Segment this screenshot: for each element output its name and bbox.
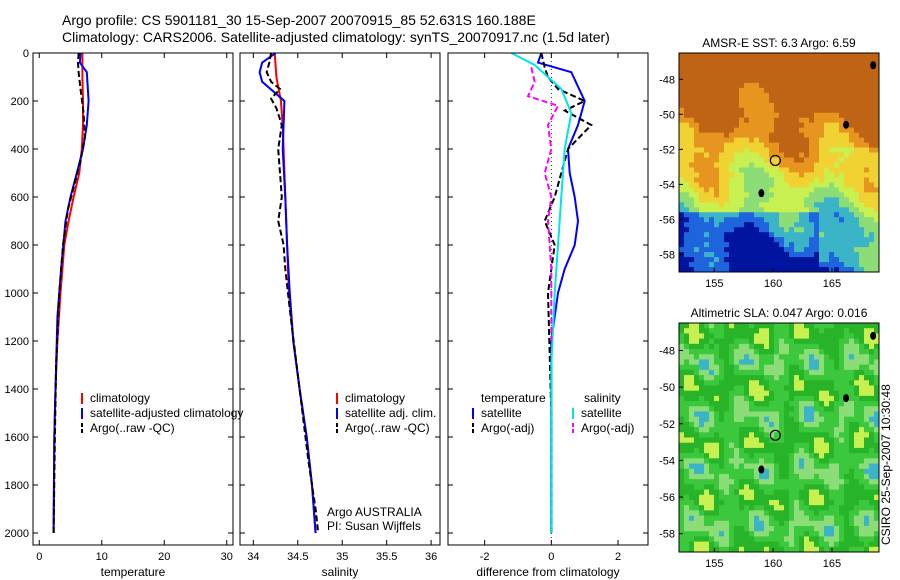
difference-xtick-label: -2 <box>480 551 490 563</box>
difference-series-0-line <box>536 53 586 533</box>
sst-map-axes-frame <box>678 52 880 273</box>
temperature-series <box>52 53 90 534</box>
difference-series <box>510 53 593 545</box>
depth-tick-label: 200 <box>11 96 29 108</box>
salinity-panel: 34 34.5 35 35.5 36 salinity climatologysatelli… <box>239 52 441 579</box>
difference-panel: -2 0 2 difference from climatology temperatu… <box>447 52 649 579</box>
sst-map-heatmap <box>679 53 880 273</box>
island-mark <box>758 189 765 198</box>
credit-annotation: PI: Susan Wijffels <box>327 519 421 533</box>
depth-tick-label: 1600 <box>5 432 29 444</box>
sla-map-ytick-label: -50 <box>659 382 675 394</box>
island-mark <box>843 394 850 403</box>
sst-map-xtick-label: 160 <box>764 278 782 290</box>
sla-map-ytick-label: -58 <box>659 529 675 541</box>
salinity-xtick-label: 36 <box>425 551 437 563</box>
sst-map-argo-marker <box>769 154 781 167</box>
temperature-series-2-line <box>52 53 86 534</box>
sst-map-ytick-label: -50 <box>659 109 675 121</box>
diff-legend-group-salinity: salinity <box>584 391 621 405</box>
depth-tick-label: 1000 <box>5 288 29 300</box>
depth-tick-label: 400 <box>11 144 29 156</box>
depth-tick-label: 0 <box>23 48 29 60</box>
salinity-legend-label: climatology <box>345 391 405 405</box>
sla-map-heatmap <box>679 323 880 553</box>
sst-map-panel: AMSR-E SST: 6.3 Argo: 6.59 155 160 165 -48 -5… <box>659 36 880 290</box>
island-mark <box>870 331 877 340</box>
sla-map-ytick-label: -48 <box>659 345 675 357</box>
island-mark <box>870 61 877 70</box>
sla-map-axes-frame <box>678 322 880 553</box>
diff-legend-label: Argo(-adj) <box>481 421 534 435</box>
sla-map-xtick-label: 165 <box>823 558 841 570</box>
depth-tick-label: 2000 <box>5 528 29 540</box>
temperature-xlabel: temperature <box>101 565 166 579</box>
temperature-panel: 0 10 20 30 0 200 400 600 800 1000 1200 1400 1600 1800… <box>5 48 244 579</box>
temperature-series-0-line <box>52 53 84 534</box>
salinity-axes-frame <box>239 52 441 546</box>
credit-annotation: Argo AUSTRALIA <box>327 505 422 519</box>
salinity-legend-label: Argo(..raw -QC) <box>345 421 430 435</box>
salinity-xtick-label: 34.5 <box>287 551 308 563</box>
difference-series-3-line <box>526 67 560 341</box>
salinity-xtick-label: 34 <box>247 551 259 563</box>
salinity-xlabel: salinity <box>322 565 359 579</box>
temperature-xtick-label: 0 <box>36 551 42 563</box>
sla-map-panel: Altimetric SLA: 0.047 Argo: 0.016 155 160 1… <box>659 306 880 570</box>
plot-layer: 0 10 20 30020040060080010001200140016001800… <box>5 36 880 579</box>
temperature-axes-frame <box>32 52 234 546</box>
sla-map-argo-marker <box>769 429 781 441</box>
salinity-xtick-label: 35.5 <box>376 551 397 563</box>
diff-legend-label: Argo(-adj) <box>581 421 634 435</box>
difference-axes-frame <box>447 52 649 546</box>
sla-map-ytick-label: -54 <box>659 455 675 467</box>
difference-xlabel: difference from climatology <box>476 565 619 579</box>
figure-title-line1: Argo profile: CS 5901181_30 15-Sep-2007 … <box>62 12 536 28</box>
sst-map-ytick-label: -52 <box>659 144 675 156</box>
temperature-xtick-label: 10 <box>96 551 108 563</box>
depth-tick-label: 1400 <box>5 384 29 396</box>
sla-map-title: Altimetric SLA: 0.047 Argo: 0.016 <box>691 306 868 320</box>
salinity-series <box>258 53 320 534</box>
difference-xtick-label: 2 <box>615 551 621 563</box>
sla-map-xtick-label: 160 <box>764 558 782 570</box>
island-mark <box>758 465 765 474</box>
depth-tick-label: 800 <box>11 240 29 252</box>
temperature-legend-label: satellite-adjusted climatology <box>90 406 243 420</box>
sla-map-xtick-label: 155 <box>705 558 723 570</box>
difference-xtick-label: 0 <box>548 551 554 563</box>
island-mark <box>843 120 850 129</box>
temperature-xtick-label: 20 <box>158 551 170 563</box>
figure-title-line2: Climatology: CARS2006. Satellite-adjuste… <box>62 29 610 45</box>
sst-map-ytick-label: -58 <box>659 249 675 261</box>
depth-tick-label: 1800 <box>5 480 29 492</box>
sst-map-ytick-label: -54 <box>659 179 675 191</box>
sst-map-title: AMSR-E SST: 6.3 Argo: 6.59 <box>702 36 856 50</box>
temperature-xtick-label: 30 <box>221 551 233 563</box>
sst-map-ytick-label: -56 <box>659 214 675 226</box>
diff-legend-label: satellite <box>581 406 622 420</box>
difference-series-2-line <box>510 53 573 533</box>
salinity-series-2-line <box>265 53 320 534</box>
salinity-legend-label: satellite adj. clim. <box>345 406 436 420</box>
sst-map-xtick-label: 155 <box>705 278 723 290</box>
depth-tick-label: 1200 <box>5 336 29 348</box>
diff-legend-label: satellite <box>481 406 522 420</box>
temperature-legend-label: climatology <box>90 391 150 405</box>
timestamp-label: CSIRO 25-Sep-2007 10:30:48 <box>879 384 893 545</box>
sla-map-ytick-label: -56 <box>659 492 675 504</box>
temperature-legend-label: Argo(..raw -QC) <box>90 421 175 435</box>
depth-tick-label: 600 <box>11 192 29 204</box>
sla-map-ytick-label: -52 <box>659 419 675 431</box>
sst-map-ytick-label: -48 <box>659 74 675 86</box>
salinity-xtick-label: 35 <box>336 551 348 563</box>
sst-map-xtick-label: 165 <box>823 278 841 290</box>
diff-legend-group-temperature: temperature <box>481 391 546 405</box>
